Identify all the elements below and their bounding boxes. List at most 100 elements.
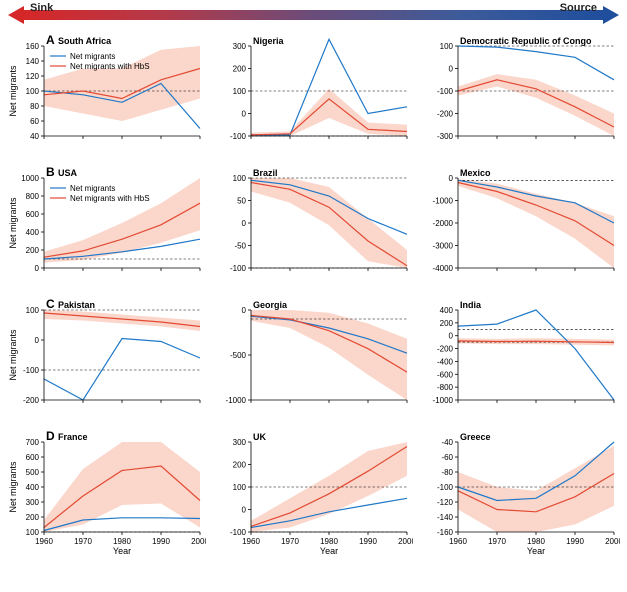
svg-text:-1000: -1000 bbox=[433, 197, 454, 206]
panel-title: France bbox=[58, 432, 88, 442]
svg-text:1960: 1960 bbox=[242, 537, 260, 546]
svg-text:100: 100 bbox=[233, 87, 247, 96]
svg-text:Net migrants: Net migrants bbox=[70, 184, 115, 193]
row-letter: B bbox=[46, 165, 55, 179]
svg-text:0: 0 bbox=[449, 332, 454, 341]
x-axis-label: Year bbox=[320, 546, 338, 556]
svg-text:200: 200 bbox=[26, 246, 40, 255]
chart-panel: 1002003004005006007001960197019801990200… bbox=[6, 428, 206, 556]
svg-text:800: 800 bbox=[26, 192, 40, 201]
svg-text:1980: 1980 bbox=[320, 537, 338, 546]
panel: -100-50050100Brazil bbox=[213, 164, 414, 292]
y-axis: 100200300400500600700 bbox=[26, 438, 44, 537]
svg-text:-1000: -1000 bbox=[226, 396, 247, 405]
svg-text:0: 0 bbox=[449, 174, 454, 183]
chart-panel: -200-1000100Net migrantsCPakistan bbox=[6, 296, 206, 424]
arrow-right-icon bbox=[603, 6, 619, 24]
legend: Net migrantsNet migrants with HbS bbox=[50, 52, 150, 71]
svg-text:400: 400 bbox=[440, 306, 454, 315]
svg-text:-140: -140 bbox=[437, 513, 454, 522]
y-axis: 02004006008001000 bbox=[21, 174, 44, 273]
net-migrants-line bbox=[44, 339, 200, 401]
chart-panel: -300-200-1000100Democratic Republic of C… bbox=[420, 32, 620, 160]
svg-text:1970: 1970 bbox=[281, 537, 299, 546]
chart-panel: -1000-800-600-400-2000200400India bbox=[420, 296, 620, 424]
svg-text:-100: -100 bbox=[230, 528, 247, 537]
svg-text:1980: 1980 bbox=[113, 537, 131, 546]
panel: 02004006008001000Net migrantsBUSANet mig… bbox=[6, 164, 207, 292]
svg-text:100: 100 bbox=[233, 483, 247, 492]
svg-text:-160: -160 bbox=[437, 528, 454, 537]
legend: Net migrantsNet migrants with HbS bbox=[50, 184, 150, 203]
chart-panel: 406080100120140160Net migrantsASouth Afr… bbox=[6, 32, 206, 160]
svg-text:0: 0 bbox=[242, 306, 247, 315]
sink-source-gradient: Sink Source bbox=[8, 4, 619, 28]
chart-panel: -100-50050100Brazil bbox=[213, 164, 413, 292]
confidence-band bbox=[44, 46, 200, 121]
panel-title: Georgia bbox=[253, 300, 288, 310]
svg-text:200: 200 bbox=[233, 461, 247, 470]
svg-text:100: 100 bbox=[26, 87, 40, 96]
svg-text:100: 100 bbox=[440, 42, 454, 51]
panel: 1002003004005006007001960197019801990200… bbox=[6, 428, 207, 556]
x-axis bbox=[251, 268, 407, 271]
svg-text:700: 700 bbox=[26, 438, 40, 447]
svg-text:2000: 2000 bbox=[398, 537, 413, 546]
svg-text:60: 60 bbox=[30, 117, 39, 126]
y-axis: 406080100120140160 bbox=[26, 42, 44, 141]
svg-text:1970: 1970 bbox=[74, 537, 92, 546]
svg-text:Net migrants: Net migrants bbox=[70, 52, 115, 61]
svg-text:-200: -200 bbox=[437, 345, 454, 354]
x-axis bbox=[44, 136, 200, 139]
confidence-band bbox=[458, 179, 614, 268]
chart-panel: -1000100200300Nigeria bbox=[213, 32, 413, 160]
gradient-strip bbox=[22, 10, 605, 20]
svg-text:-200: -200 bbox=[437, 110, 454, 119]
panel-title: USA bbox=[58, 168, 78, 178]
svg-text:-300: -300 bbox=[437, 132, 454, 141]
svg-text:200: 200 bbox=[233, 65, 247, 74]
y-axis: -1000-800-600-400-2000200400 bbox=[433, 306, 458, 405]
y-axis-label: Net migrants bbox=[8, 461, 18, 513]
svg-text:0: 0 bbox=[35, 264, 40, 273]
confidence-band bbox=[458, 74, 614, 136]
svg-text:0: 0 bbox=[242, 219, 247, 228]
svg-text:1960: 1960 bbox=[35, 537, 53, 546]
svg-text:100: 100 bbox=[233, 174, 247, 183]
panel: -1000100200300Nigeria bbox=[213, 32, 414, 160]
x-axis bbox=[251, 400, 407, 403]
panel-title: Pakistan bbox=[58, 300, 95, 310]
svg-text:300: 300 bbox=[233, 438, 247, 447]
svg-text:-120: -120 bbox=[437, 498, 454, 507]
svg-text:-100: -100 bbox=[23, 366, 40, 375]
svg-text:300: 300 bbox=[26, 498, 40, 507]
x-axis bbox=[458, 400, 614, 403]
chart-panel: -1000-5000Georgia bbox=[213, 296, 413, 424]
net-migrants-line bbox=[251, 39, 407, 135]
svg-text:-80: -80 bbox=[441, 468, 453, 477]
svg-text:-100: -100 bbox=[437, 87, 454, 96]
panel-title: Brazil bbox=[253, 168, 278, 178]
x-axis bbox=[458, 136, 614, 139]
x-axis: 19601970198019902000 bbox=[242, 532, 413, 546]
x-axis bbox=[44, 268, 200, 271]
svg-text:-3000: -3000 bbox=[433, 242, 454, 251]
svg-text:-1000: -1000 bbox=[433, 396, 454, 405]
x-axis bbox=[251, 136, 407, 139]
svg-text:-100: -100 bbox=[230, 132, 247, 141]
panel-title: Greece bbox=[460, 432, 491, 442]
panel: -200-1000100Net migrantsCPakistan bbox=[6, 296, 207, 424]
panel: -4000-3000-2000-10000Mexico bbox=[420, 164, 621, 292]
svg-text:-100: -100 bbox=[437, 483, 454, 492]
panel: -1000-800-600-400-2000200400India bbox=[420, 296, 621, 424]
svg-text:50: 50 bbox=[237, 197, 246, 206]
y-axis: -4000-3000-2000-10000 bbox=[433, 174, 458, 273]
y-axis: -160-140-120-100-80-60-40 bbox=[437, 438, 458, 537]
panel-title: UK bbox=[253, 432, 266, 442]
x-axis-label: Year bbox=[527, 546, 545, 556]
svg-text:1990: 1990 bbox=[152, 537, 170, 546]
y-axis: -1000-5000 bbox=[226, 306, 251, 405]
svg-text:0: 0 bbox=[242, 110, 247, 119]
row-letter: A bbox=[46, 33, 55, 47]
row-letter: C bbox=[46, 297, 55, 311]
